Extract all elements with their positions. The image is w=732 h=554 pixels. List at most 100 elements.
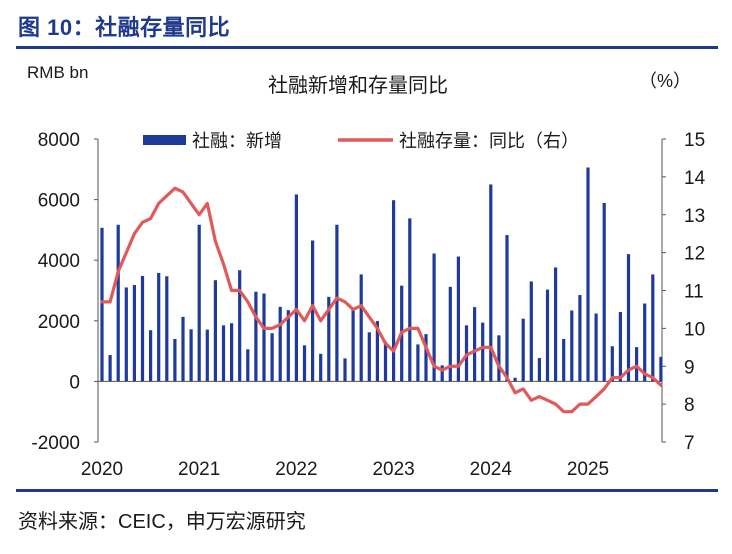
bar [359,274,363,382]
bar [416,344,420,382]
bar [635,347,639,382]
right-tick-label: 11 [684,282,704,303]
bar [578,295,582,382]
bar [489,184,493,382]
bar [537,358,541,382]
x-tick-label: 2025 [567,459,609,480]
bar [157,272,161,382]
x-tick-label: 2021 [178,459,220,480]
x-tick-label: 2024 [470,459,513,480]
bar [262,293,266,382]
x-tick-label: 2020 [81,459,123,480]
yoy-line [100,186,663,414]
bar [213,280,217,382]
bar [311,240,315,382]
figure-title: 图 10：社融存量同比 [18,15,231,40]
bar [562,338,566,382]
top-divider [16,46,718,49]
right-tick-label: 14 [684,168,706,189]
left-axis-unit: RMB bn [27,63,88,82]
right-tick-label: 10 [684,319,705,340]
bar [319,353,323,382]
bar [181,316,185,382]
bar [626,254,631,382]
bottom-divider [16,489,718,492]
bar [481,322,485,382]
bar [230,323,234,382]
bar [205,329,209,382]
legend-line-label: 社融存量：同比（右） [399,131,579,151]
bar [173,338,177,382]
bar [140,275,145,382]
bar [392,200,396,382]
bar [221,325,226,382]
bar [149,330,153,382]
bar [327,296,331,382]
right-axis-unit: （%） [639,71,691,91]
bar [124,287,128,382]
bar [505,235,509,382]
bar [189,329,193,382]
right-tick-label: 7 [684,433,695,454]
bar [473,307,477,382]
bar [456,256,460,382]
bar [432,253,436,382]
bar [594,313,598,382]
bar [602,202,606,382]
bar [554,267,558,382]
bar [408,218,412,382]
bar [335,224,339,382]
x-tick-label: 2023 [372,459,414,480]
bar [351,307,355,382]
left-tick-label: 0 [69,372,80,393]
bar [302,345,307,382]
bar [197,224,201,382]
bar [610,346,614,382]
bar [651,274,655,382]
right-tick-label: 8 [684,395,695,416]
left-tick-label: 4000 [38,251,80,272]
chart: 社融新增和存量同比 RMB bn （%） 社融：新增 社融存量：同比（右） -2… [27,63,706,480]
bar [383,341,388,382]
bar [343,358,347,382]
right-tick-label: 9 [684,357,695,378]
bar [570,310,574,382]
bar [448,286,452,382]
bar [254,291,258,382]
bar [440,365,444,382]
bar [375,321,379,382]
bar [586,167,590,382]
bar [238,270,242,382]
bar [521,318,525,382]
bar [367,332,371,382]
right-tick-label: 15 [684,130,705,151]
right-tick-label: 13 [684,206,705,227]
source-note: 资料来源：CEIC，申万宏源研究 [18,511,306,533]
x-tick-label: 2022 [275,459,317,480]
bar [643,303,647,382]
left-tick-label: 8000 [38,130,80,151]
bar [659,356,663,382]
bar [286,310,290,382]
bar [270,333,274,382]
left-tick-label: 6000 [38,191,80,212]
bar [294,194,298,382]
bar [116,224,120,382]
legend: 社融：新增 社融存量：同比（右） [143,131,579,151]
bar [513,377,517,382]
left-tick-label: 2000 [38,312,80,333]
left-tick-label: -2000 [31,433,80,454]
bar [100,227,104,382]
bar [497,335,501,382]
bar [618,312,622,382]
bar [529,281,533,382]
right-tick-label: 12 [684,244,705,265]
bar [246,349,250,382]
legend-bar-label: 社融：新增 [192,131,282,151]
chart-title: 社融新增和存量同比 [268,74,448,97]
bar [278,306,282,382]
bar [545,289,550,382]
bar [424,334,428,382]
bar [108,355,112,382]
bar [165,276,169,382]
